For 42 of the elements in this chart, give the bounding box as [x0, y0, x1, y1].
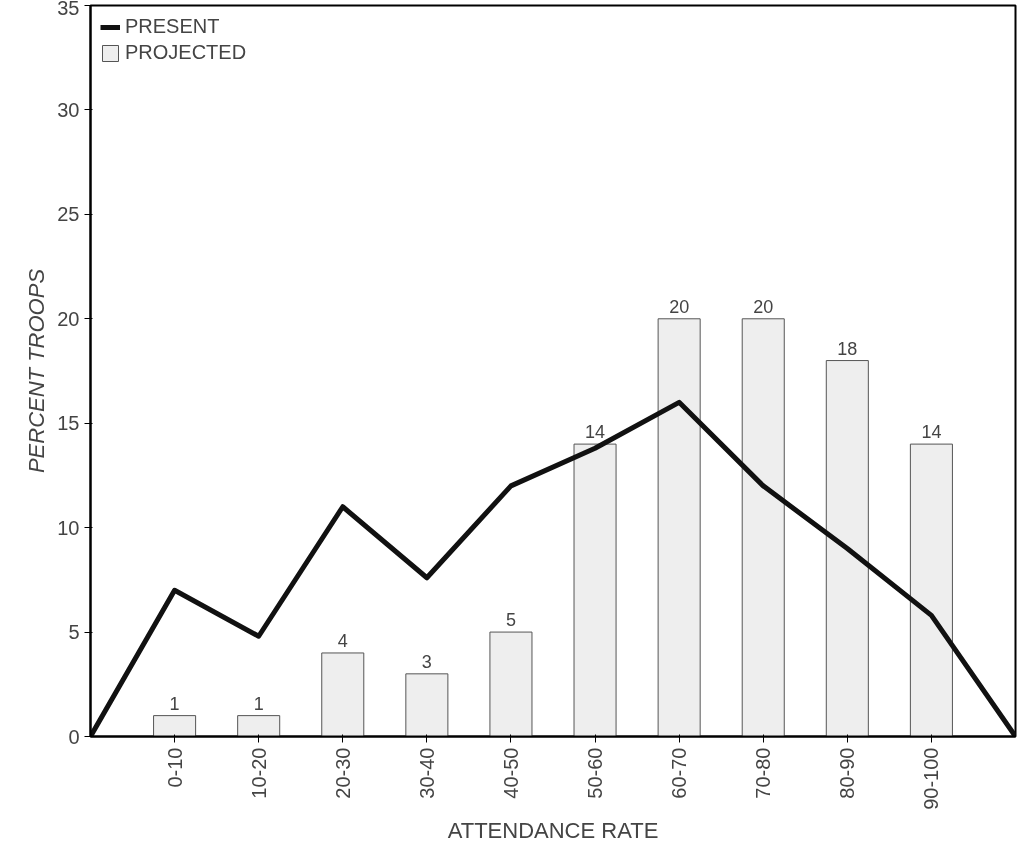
bar	[489, 631, 533, 737]
y-tick-label: 10	[57, 516, 80, 539]
x-tick-label: 80-90	[836, 747, 859, 799]
y-tick-label: 25	[57, 203, 80, 226]
data-label: 20	[669, 296, 690, 317]
data-label: 1	[169, 693, 180, 714]
data-label: 1	[253, 693, 264, 714]
data-label: 14	[585, 422, 606, 443]
x-tick-label: 60-70	[668, 747, 691, 799]
bar	[741, 318, 785, 737]
x-tick-label: 40-50	[499, 747, 522, 799]
data-label: 3	[421, 651, 432, 672]
legend-label: PRESENT	[125, 15, 220, 38]
bar	[825, 360, 869, 737]
bar	[405, 673, 449, 737]
bar	[153, 715, 197, 737]
y-tick-label: 20	[57, 307, 80, 330]
x-tick-label: 50-60	[584, 747, 607, 799]
data-label: 20	[753, 296, 774, 317]
legend-label: PROJECTED	[125, 41, 247, 64]
x-tick-label: 10-20	[247, 747, 270, 799]
y-axis-title: PERCENT TROOPS	[24, 268, 50, 474]
data-label: 18	[837, 338, 858, 359]
bar	[657, 318, 701, 737]
x-tick-label: 0-10	[163, 747, 186, 788]
x-tick-label: 70-80	[752, 747, 775, 799]
y-tick-label: 15	[57, 412, 80, 435]
y-tick-label: 5	[68, 621, 80, 644]
x-tick-label: 90-100	[920, 747, 943, 810]
bar	[573, 443, 617, 737]
bar	[321, 652, 365, 737]
y-tick-label: 30	[57, 98, 80, 121]
x-tick-label: 20-30	[331, 747, 354, 799]
x-tick-label: 30-40	[415, 747, 438, 799]
bar	[237, 715, 281, 737]
bar	[909, 443, 953, 737]
data-label: 5	[505, 610, 516, 631]
y-tick-label: 35	[57, 0, 80, 19]
data-label: 4	[337, 630, 348, 651]
data-label: 14	[921, 422, 942, 443]
x-axis-title: ATTENDANCE RATE	[447, 817, 659, 843]
y-tick-label: 0	[68, 725, 80, 748]
